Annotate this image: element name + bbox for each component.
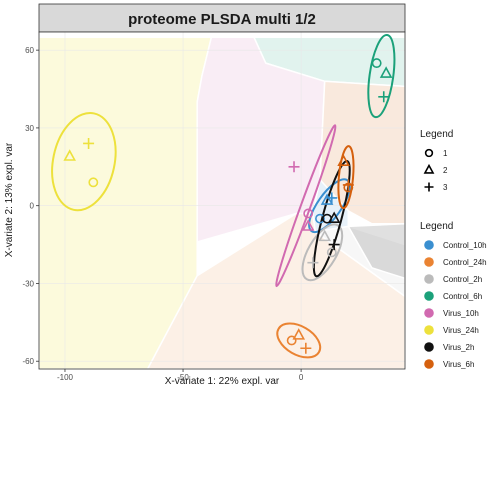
point-virus-10h-2	[301, 219, 315, 231]
ellipse-virus-24h	[51, 112, 117, 212]
shape-legend-title: Legend	[420, 129, 453, 140]
color-legend-key-control-2h	[424, 274, 434, 284]
point-control-2h-1	[326, 247, 337, 258]
y-axis-ticks: -60 -30 0 30 60	[22, 46, 39, 366]
color-legend-label: Virus_10h	[443, 309, 479, 318]
point-virus-24h-1	[88, 177, 99, 188]
point-control-6h-3	[378, 91, 390, 103]
shape-legend-key-1	[424, 148, 434, 158]
point-virus-24h-3	[83, 137, 95, 149]
shape-legend-label: 3	[443, 183, 448, 192]
color-legend-key-control-10h	[424, 240, 434, 250]
ellipse-control-10h	[308, 178, 351, 234]
ellipse-control-24h	[276, 322, 322, 359]
panel-border	[38, 31, 406, 370]
point-control-6h-2	[379, 66, 393, 78]
x-axis-ticks: -100 -50 0	[57, 369, 304, 382]
color-legend-key-virus-10h	[424, 308, 434, 318]
shape-legend-label: 1	[443, 149, 448, 158]
point-control-24h-1	[286, 335, 297, 346]
point-control-10h-3	[326, 192, 338, 204]
shape-legend-key-2	[423, 163, 435, 174]
shape-legend-key-3	[424, 182, 434, 192]
y-tick-label: 0	[30, 202, 35, 211]
point-control-6h-1	[371, 58, 382, 69]
point-virus-24h-2	[63, 149, 76, 161]
ellipse-virus-6h	[337, 145, 355, 210]
color-legend-label: Virus_24h	[443, 326, 479, 335]
chart-title: proteome PLSDA multi 1/2	[128, 11, 316, 28]
shape-legend: Legend 1 2 3	[420, 129, 453, 192]
point-virus-10h-1	[303, 208, 314, 219]
color-legend-label: Control_2h	[443, 275, 482, 284]
color-legend-key-virus-24h	[424, 325, 434, 335]
ellipse-control-2h	[301, 223, 344, 282]
point-control-24h-3	[300, 342, 312, 354]
color-legend-label: Control_10h	[443, 241, 487, 250]
point-control-10h-1	[315, 213, 325, 224]
confidence-ellipses	[51, 33, 396, 359]
point-control-24h-2	[292, 328, 306, 340]
point-virus-6h-3	[342, 179, 354, 191]
point-virus-2h-3	[328, 239, 340, 251]
shape-legend-label: 2	[443, 166, 448, 175]
y-tick-label: -30	[22, 279, 34, 288]
sample-points	[63, 58, 393, 354]
y-tick-label: 60	[25, 46, 34, 55]
color-legend-key-control-6h	[424, 291, 434, 301]
point-control-2h-2	[318, 229, 332, 242]
color-legend-key-virus-2h	[424, 342, 434, 352]
plot-panel	[38, 31, 406, 370]
y-axis-title: X-variate 2: 13% expl. var	[4, 142, 15, 257]
color-legend-key-virus-6h	[424, 359, 434, 369]
color-legend-label: Virus_2h	[443, 343, 474, 352]
x-axis-title: X-variate 1: 22% expl. var	[165, 376, 280, 387]
y-tick-label: 30	[25, 124, 34, 133]
strip-background	[38, 3, 406, 33]
ellipse-control-6h	[367, 33, 396, 119]
x-tick-label: 0	[299, 373, 304, 382]
x-tick-label: -50	[177, 373, 189, 382]
panel-header: proteome PLSDA multi 1/2	[38, 3, 406, 33]
point-virus-2h-2	[327, 211, 341, 224]
point-control-10h-2	[320, 193, 334, 205]
color-legend-label: Control_24h	[443, 258, 487, 267]
point-virus-10h-3	[288, 161, 300, 173]
color-legend-title: Legend	[420, 221, 453, 232]
grid-lines	[39, 32, 405, 369]
color-legend: Legend Control_10h Control_24h Control_2h C…	[420, 221, 487, 369]
y-tick-label: -60	[22, 357, 34, 366]
panel-background	[39, 32, 405, 369]
point-control-2h-3	[307, 257, 319, 269]
point-virus-6h-2	[337, 154, 350, 166]
x-tick-label: -100	[57, 373, 74, 382]
color-legend-label: Virus_6h	[443, 360, 474, 369]
color-legend-label: Control_6h	[443, 292, 482, 301]
ellipse-virus-10h	[275, 124, 337, 288]
color-legend-key-control-24h	[424, 257, 434, 267]
prediction-regions	[38, 36, 406, 370]
